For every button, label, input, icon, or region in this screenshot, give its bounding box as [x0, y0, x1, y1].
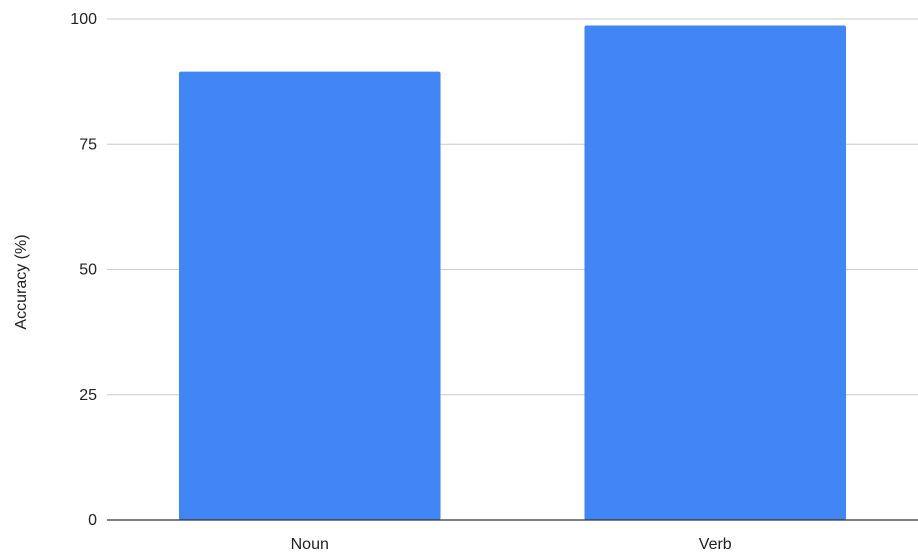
bar-noun [178, 71, 441, 520]
y-tick-label: 100 [70, 11, 97, 28]
y-tick-label: 75 [79, 136, 97, 153]
x-tick-label: Verb [699, 536, 732, 553]
x-tick-label: Noun [291, 536, 329, 553]
y-tick-label: 25 [79, 387, 97, 404]
y-tick-label: 50 [79, 262, 97, 279]
tick-labels: 0 25 50 75 100 Noun Verb [70, 11, 732, 553]
bar-verb [584, 25, 847, 520]
y-axis-title: Accuracy (%) [13, 234, 30, 329]
y-tick-label: 0 [88, 512, 97, 529]
bars [178, 25, 847, 520]
